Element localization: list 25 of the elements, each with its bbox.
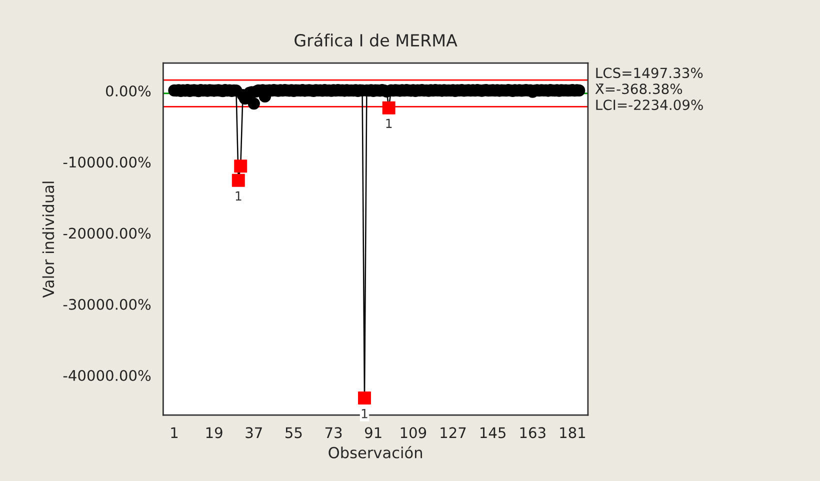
y-tick-label: 0.00% — [106, 85, 151, 96]
annotation: 1 — [236, 191, 242, 200]
x-tick-label: 145 — [480, 427, 506, 438]
ref-line-label: LCI=-2234.09% — [596, 100, 703, 110]
y-tick-label: -30000.00% — [63, 298, 151, 310]
annotation: 1 — [362, 409, 368, 418]
x-tick-label: 1 — [171, 427, 178, 438]
y-tick-label: -40000.00% — [63, 370, 151, 382]
x-tick-label: 73 — [325, 427, 342, 438]
annotation: 1 — [386, 118, 392, 128]
y-tick-label: -20000.00% — [63, 228, 151, 239]
x-tick-label: 109 — [400, 427, 426, 438]
x-tick-label: 55 — [286, 427, 302, 438]
x-tick-label: 19 — [206, 427, 222, 438]
y-tick-label: -10000.00% — [63, 156, 151, 168]
x-tick-label: 127 — [440, 427, 466, 438]
y-axis-title: Valor individual — [42, 182, 54, 298]
x-tick-label: 91 — [364, 427, 382, 438]
x-axis-title: Observación — [328, 446, 422, 458]
ref-line-label: LCS=1497.33% — [596, 68, 703, 78]
x-tick-label: 163 — [520, 427, 546, 438]
chart-title: Gráfica I de MERMA — [294, 33, 458, 47]
ref-line-label: X̄=-368.38% — [595, 84, 682, 94]
x-tick-label: 181 — [560, 427, 586, 438]
x-tick-label: 37 — [246, 427, 262, 438]
